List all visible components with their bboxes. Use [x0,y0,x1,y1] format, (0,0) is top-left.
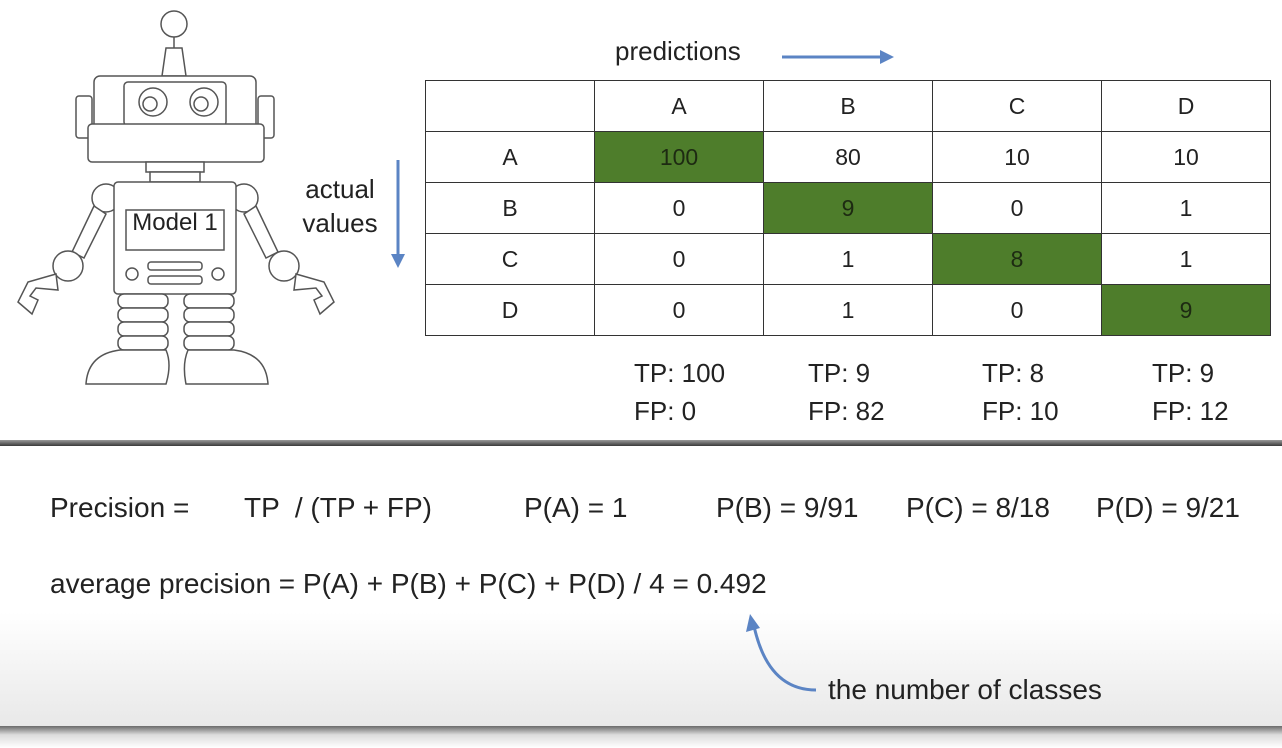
precision-formula: TP / (TP + FP) [244,492,433,523]
average-precision-formula: average precision = P(A) + P(B) + P(C) +… [50,568,767,599]
matrix-cell-diagonal: 9 [763,182,933,234]
tp-value: TP: 100 [634,358,726,388]
number-of-classes-annotation: the number of classes [828,674,1102,705]
bottom-panel [0,446,1282,748]
tp-value: TP: 8 [982,358,1045,388]
row-header: D [425,284,595,336]
bottom-edge [0,726,1282,748]
matrix-cell: 10 [1101,131,1271,183]
matrix-row: B 0 9 0 1 [425,182,1271,234]
metric-class-c: TP: 8 FP: 10 [982,354,1132,430]
tp-value: TP: 9 [1152,358,1215,388]
matrix-cell-diagonal: 100 [594,131,764,183]
matrix-cell: 1 [1101,182,1271,234]
matrix-cell: 1 [1101,233,1271,285]
tp-value: TP: 9 [808,358,871,388]
matrix-row: C 0 1 8 1 [425,233,1271,285]
row-header: B [425,182,595,234]
predictions-label: predictions [615,36,741,66]
column-header: B [763,80,933,132]
actual-label-line1: actual [305,174,375,204]
precision-label: Precision = [50,492,190,523]
matrix-cell: 10 [932,131,1102,183]
precision-d: P(D) = 9/21 [1096,492,1240,523]
matrix-cell: 0 [594,233,764,285]
row-header: A [425,131,595,183]
divider [0,440,1282,446]
matrix-cell: 1 [763,233,933,285]
metric-class-b: TP: 9 FP: 82 [808,354,958,430]
robot-label: Model 1 [132,209,218,236]
actual-values-label: actual values [288,172,392,240]
column-header: A [594,80,764,132]
metric-class-d: TP: 9 FP: 12 [1152,354,1282,430]
matrix-corner-cell [425,80,595,132]
confusion-matrix: A B C D A 100 80 10 10 B 0 9 0 1 C 0 1 8… [425,80,1271,336]
matrix-cell-diagonal: 8 [932,233,1102,285]
fp-value: FP: 0 [634,396,697,426]
fp-value: FP: 12 [1152,396,1229,426]
matrix-cell: 0 [594,284,764,336]
matrix-cell: 80 [763,131,933,183]
matrix-cell: 0 [594,182,764,234]
row-header: C [425,233,595,285]
column-header: C [932,80,1102,132]
matrix-cell: 0 [932,182,1102,234]
fp-value: FP: 10 [982,396,1059,426]
actual-label-line2: values [302,208,378,238]
matrix-cell-diagonal: 9 [1101,284,1271,336]
matrix-row: A 100 80 10 10 [425,131,1271,183]
robot-illustration [17,10,335,385]
matrix-cell: 1 [763,284,933,336]
precision-a: P(A) = 1 [524,492,628,523]
column-header: D [1101,80,1271,132]
precision-c: P(C) = 8/18 [906,492,1050,523]
matrix-cell: 0 [932,284,1102,336]
fp-value: FP: 82 [808,396,885,426]
matrix-row: D 0 1 0 9 [425,284,1271,336]
matrix-header-row: A B C D [425,80,1271,132]
metric-class-a: TP: 100 FP: 0 [634,354,784,430]
precision-b: P(B) = 9/91 [716,492,859,523]
